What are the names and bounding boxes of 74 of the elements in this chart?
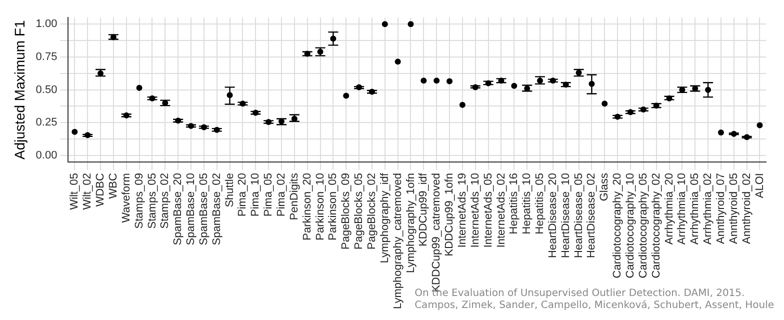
x-tick-label: Hepatitis_05	[534, 173, 546, 234]
x-tick-label: SpamBase_05	[198, 173, 210, 246]
x-tick-label: ALOI	[754, 173, 766, 198]
x-tick-label: Cardiotocography_10	[624, 173, 637, 278]
x-tick-label: Hepatitis_16	[508, 173, 520, 234]
x-tick-label: HeartDisease_10	[560, 173, 572, 258]
x-tick-label: Hepatitis_10	[521, 173, 534, 234]
x-tick-label: PageBlocks_09	[340, 173, 352, 250]
point	[72, 128, 78, 135]
x-tick-label: Lymphography_catremoved	[392, 173, 404, 310]
x-tick-label: Pima_05	[262, 173, 275, 216]
x-tick-label: InternetAds_05	[482, 173, 494, 248]
y-tick-label: 0.00	[36, 150, 58, 162]
x-tick-label: Annthyroid_05	[728, 173, 740, 244]
x-tick-label: Lymphography_idf	[378, 172, 391, 264]
point	[343, 92, 350, 99]
x-tick-label: Arrhythmia_05	[689, 173, 702, 245]
x-tick-label: InternetAds_10	[469, 173, 482, 248]
x-tick-label: InternetAds_19	[456, 173, 468, 248]
x-tick-label: Annthyroid_02	[740, 173, 753, 244]
point	[459, 102, 466, 108]
y-tick-label: 1.00	[36, 18, 58, 30]
point	[408, 21, 414, 28]
x-tick-label: Stamps_05	[146, 173, 158, 229]
x-tick-label: Lymphography_1ofn	[404, 173, 417, 273]
text: Campos, Zimek, Sander, Campello, Micenková, Schubert, Assent, Houle	[414, 300, 774, 312]
point	[511, 82, 518, 89]
x-tick-label: WBC	[107, 173, 120, 199]
x-tick-label: Cardiotocography_20	[612, 173, 624, 278]
y-tick-label: 0.75	[36, 51, 58, 64]
x-tick-label: Arrhythmia_10	[676, 173, 688, 245]
x-tick-label: SpamBase_10	[185, 173, 198, 246]
point	[602, 100, 608, 107]
x-tick-label: Stamps_02	[159, 173, 172, 229]
x-tick-label: PageBlocks_02	[366, 173, 378, 250]
x-tick-label: Arrhythmia_02	[702, 173, 714, 245]
x-tick-label: PenDigits	[288, 172, 300, 220]
x-tick-label: Parkinson_10	[314, 173, 326, 240]
x-tick-label: Waveform	[120, 173, 132, 223]
x-tick-label: Cardiotocography_02	[650, 173, 662, 278]
x-tick-label: Cardiotocography_05	[637, 173, 650, 278]
x-tick-label: Pima_02	[276, 173, 288, 216]
x-tick-label: KDDCup99_idf	[418, 172, 430, 246]
x-tick-label: InternetAds_02	[495, 173, 508, 248]
y-tick-label: 0.50	[36, 84, 58, 96]
x-tick-label: Pima_10	[250, 173, 262, 216]
point	[718, 130, 724, 136]
x-tick-label: KDDCup99_1ofn	[444, 173, 456, 256]
x-tick-label: Wilt_02	[82, 173, 94, 210]
x-tick-label: Pima_20	[236, 173, 249, 216]
point	[136, 84, 142, 91]
x-tick-label: HeartDisease_20	[546, 173, 559, 258]
x-tick-label: Wilt_05	[68, 173, 81, 210]
point	[446, 78, 453, 84]
x-tick-label: Stamps_09	[133, 173, 146, 229]
y-axis-title: Adjusted Maximum F1	[11, 20, 28, 160]
x-tick-label: HeartDisease_02	[586, 173, 598, 258]
x-tick-label: Annthyroid_07	[715, 173, 727, 244]
x-tick-label: WDBC	[94, 173, 107, 207]
point	[394, 58, 401, 65]
x-tick-label: Parkinson_05	[327, 173, 340, 240]
x-tick-label: HeartDisease_05	[572, 173, 585, 258]
x-tick-label: Parkinson_20	[301, 173, 314, 240]
point	[756, 122, 763, 128]
y-tick-label: 0.25	[36, 116, 58, 129]
x-tick-label: SpamBase_20	[172, 173, 184, 246]
point	[434, 78, 440, 84]
x-tick-label: PageBlocks_05	[353, 173, 366, 250]
point	[420, 78, 427, 84]
point	[382, 21, 388, 28]
x-tick-label: Arrhythmia_20	[663, 173, 676, 245]
x-tick-label: Glass	[598, 172, 611, 202]
x-tick-label: SpamBase_02	[210, 173, 223, 246]
x-tick-label: Shuttle	[224, 173, 236, 208]
